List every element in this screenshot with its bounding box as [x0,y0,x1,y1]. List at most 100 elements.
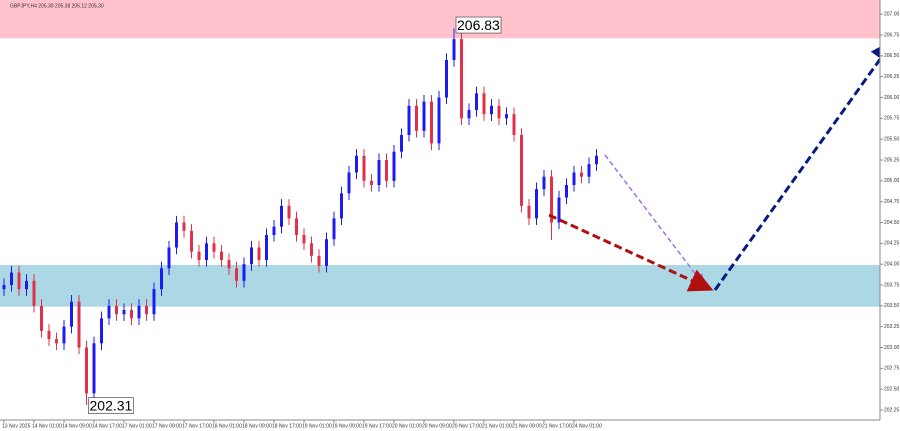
x-tick-label: 21 Nov 01:00 [482,423,512,429]
candle-body [385,160,388,181]
candle-body [520,135,523,206]
candle-body [17,272,21,290]
candle-body [205,243,208,260]
candle-body [527,205,531,219]
y-tick-label: 204.50 [884,220,900,226]
y-tick-label: 203.00 [884,345,900,351]
candle-body [130,310,133,319]
forecast-arrows [548,39,895,292]
y-tick-label: 205.25 [884,157,900,163]
candle-body [175,222,178,248]
x-tick-label: 17 Nov 01:00 [122,423,152,429]
candle-body [190,230,193,252]
y-tick-label: 205.75 [884,116,900,122]
candle-body [32,280,36,306]
x-tick-label: 14 Nov 17:00 [92,423,122,429]
candle-body [212,243,216,252]
candle-body [452,39,456,60]
candle-body [220,251,223,260]
candle-body [362,155,366,181]
candle-body [92,343,96,394]
y-tick-label: 206.25 [884,74,900,80]
candle-body [257,247,261,260]
candle-body [475,93,478,110]
candle-body [227,260,231,269]
candle-body [40,305,43,331]
candle-body [565,185,568,198]
candle-body [47,330,51,340]
candle-body [235,268,238,281]
annotation-box [88,397,134,415]
candle-body [160,268,163,290]
candle-body [557,197,561,223]
y-axis-area [880,0,900,420]
y-tick-label: 204.00 [884,261,900,267]
x-tick-label: 19 Nov 17:00 [362,423,392,429]
candle-body [580,172,583,177]
x-tick-label: 18 Nov 01:00 [212,423,242,429]
candle-body [77,301,81,348]
candle-body [535,189,538,219]
candle-body [482,93,486,115]
purple-arrow [604,154,705,287]
x-tick-label: 20 Nov 17:00 [452,423,482,429]
chart-title: GBPJPY,H4 205.30 205.38 205.12 205.30 [10,3,104,9]
price-annotation: 206.83 [457,17,500,33]
x-tick-label: 19 Nov 09:00 [332,423,362,429]
candle-body [295,218,298,235]
candle-body [182,222,186,231]
candle-body [115,305,118,315]
candle-body [100,318,103,344]
candle-body [587,164,591,177]
y-tick-label: 203.50 [884,303,900,309]
x-tick-label: 14 Nov 01:00 [32,423,62,429]
x-tick-label: 21 Nov 09:00 [512,423,542,429]
candle-body [280,205,283,227]
candle-body [85,347,88,394]
candle-body [325,239,328,266]
x-tick-label: 17 Nov 17:00 [182,423,212,429]
candle-body [445,60,448,98]
candle-body [287,205,291,219]
blue-arrow [713,39,895,291]
candle-body [572,172,576,185]
candle-body [347,172,351,194]
x-tick-label: 17 Nov 09:00 [152,423,182,429]
y-tick-label: 203.25 [884,324,900,330]
zone [0,265,880,307]
candle-body [340,193,343,219]
x-tick-label: 18 Nov 09:00 [242,423,272,429]
candle-body [272,226,276,235]
candle-body [265,235,268,260]
candle-body [2,285,6,290]
candle-body [70,301,73,327]
candle-body [197,251,201,260]
candle-body [422,101,426,131]
y-tick-label: 202.50 [884,386,900,392]
candle-body [152,289,156,315]
candle-body [505,114,508,119]
y-tick-label: 205.00 [884,178,900,184]
candle-body [242,264,246,281]
y-tick-label: 206.50 [884,53,900,59]
candle-body [145,305,148,315]
candle-body [317,255,321,266]
x-tick-label: 20 Nov 09:00 [422,423,452,429]
candle-body [415,105,418,131]
annotation-box [455,16,502,34]
candle-body [407,105,411,135]
y-tick-label: 206.75 [884,32,900,38]
candle-body [137,305,141,319]
candle-body [437,97,441,144]
candle-body [355,155,358,173]
candle-body [107,305,111,319]
candle-body [467,110,471,119]
candle-body [595,155,598,165]
candle-body [310,243,313,256]
x-tick-label: 14 Nov 09:00 [62,423,92,429]
x-tick-label: 20 Nov 01:00 [392,423,422,429]
candle-body [542,176,546,190]
y-tick-label: 207.00 [884,11,900,17]
candle-body [25,280,28,290]
